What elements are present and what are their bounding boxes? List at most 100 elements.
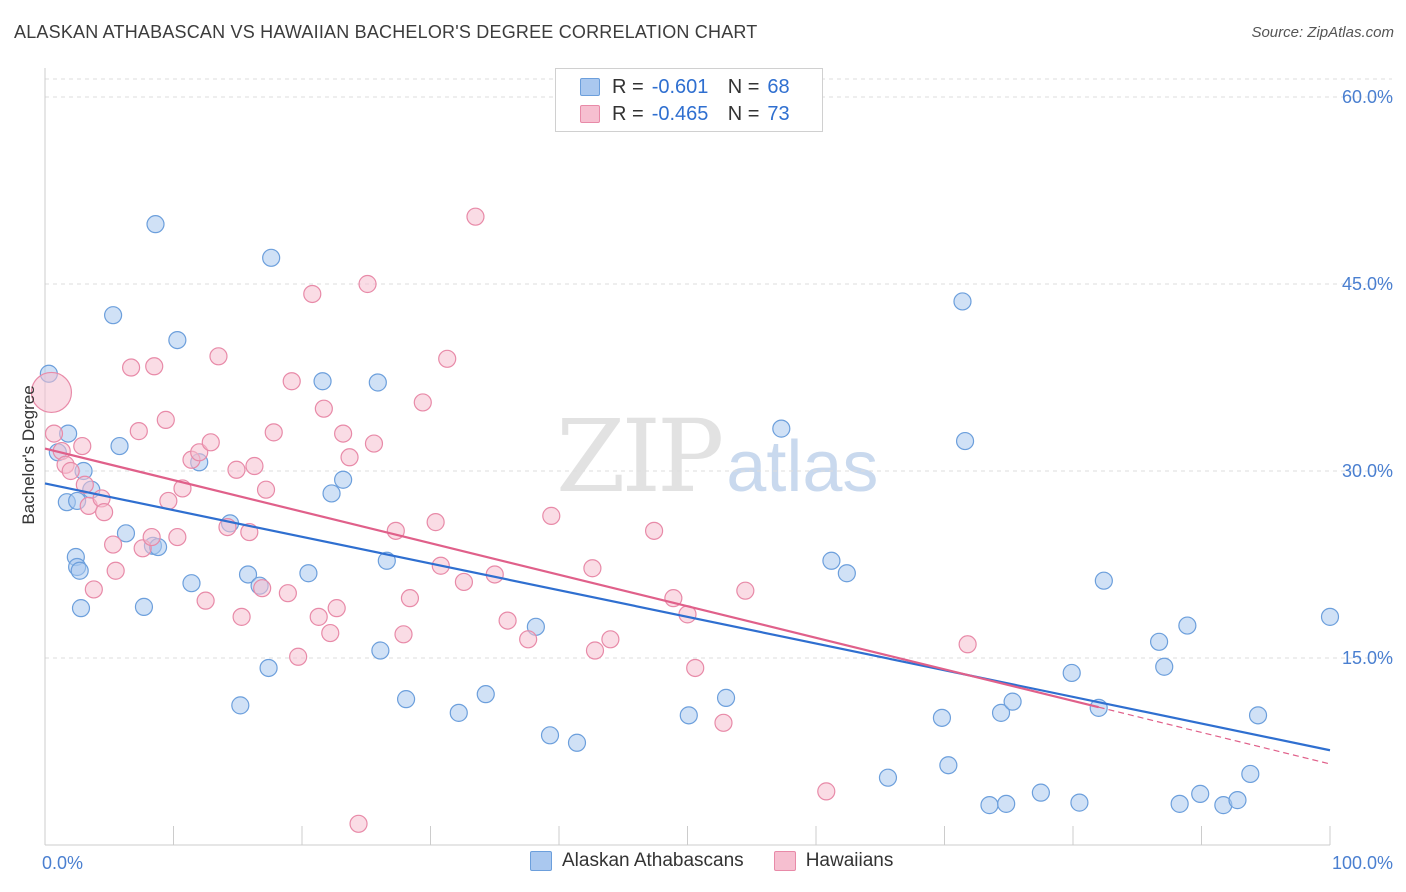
series-legend-alaskan[interactable]: Alaskan Athabascans xyxy=(530,850,744,872)
point-alaskan xyxy=(116,524,136,543)
point-alaskan xyxy=(1248,706,1268,725)
point-alaskan xyxy=(1031,783,1050,802)
series-swatch-hawaiian xyxy=(773,851,796,871)
point-hawaiian xyxy=(583,559,602,578)
series-label-alaskan: Alaskan Athabascans xyxy=(562,850,744,871)
point-alaskan xyxy=(449,703,468,722)
point-alaskan xyxy=(371,641,390,660)
point-alaskan xyxy=(313,372,332,391)
point-alaskan xyxy=(168,331,187,350)
legend-n-label: N = xyxy=(727,75,760,98)
source-credit: Source: ZipAtlas.com xyxy=(1251,24,1394,41)
y-axis-label: Bachelor's Degree xyxy=(19,385,38,524)
legend-r-value: -0.601 xyxy=(651,75,709,98)
point-hawaiian xyxy=(321,623,340,643)
point-hawaiian xyxy=(106,561,125,580)
point-hawaiian xyxy=(232,607,251,626)
point-hawaiian xyxy=(714,713,733,732)
point-hawaiian xyxy=(364,434,384,453)
trend-lines xyxy=(44,447,1331,765)
watermark: ZIPatlas xyxy=(556,398,878,515)
point-hawaiian xyxy=(413,393,432,412)
point-alaskan xyxy=(953,292,972,311)
point-hawaiian xyxy=(817,782,836,801)
point-hawaiian xyxy=(498,611,517,630)
point-hawaiian xyxy=(73,436,92,456)
point-alaskan xyxy=(377,551,396,570)
point-hawaiian xyxy=(289,647,308,666)
point-alaskan xyxy=(955,431,975,451)
point-alaskan xyxy=(396,690,416,709)
legend-r-label: R = xyxy=(612,75,644,98)
point-hawaiian xyxy=(264,423,283,442)
point-hawaiian xyxy=(104,535,123,554)
trendline-alaskan xyxy=(44,482,1331,752)
point-alaskan xyxy=(1062,663,1081,683)
point-hawaiian xyxy=(358,274,377,294)
point-alaskan xyxy=(368,373,387,392)
point-alaskan xyxy=(1003,692,1022,711)
point-hawaiian xyxy=(309,607,328,626)
point-hawaiian xyxy=(253,579,272,598)
point-hawaiian xyxy=(84,580,103,599)
series-legend-hawaiian[interactable]: Hawaiians xyxy=(773,850,894,872)
point-alaskan xyxy=(70,561,89,580)
point-hawaiian xyxy=(245,456,264,476)
point-hawaiian xyxy=(438,349,457,368)
y-tick-label: 45.0% xyxy=(1342,274,1393,294)
trendline-hawaiian xyxy=(44,447,1099,709)
point-hawaiian xyxy=(156,410,175,429)
point-hawaiian xyxy=(394,625,413,644)
point-hawaiian xyxy=(44,424,64,443)
point-alaskan xyxy=(134,597,154,616)
point-alaskan xyxy=(1070,793,1089,812)
point-hawaiian xyxy=(129,422,148,441)
point-alaskan xyxy=(679,706,698,725)
point-hawaiian xyxy=(227,460,246,479)
point-alaskan xyxy=(540,726,560,745)
point-alaskan xyxy=(1094,571,1113,590)
tick-labels: 15.0% 30.0% 45.0% 60.0% 0.0% 100.0% Bachelor's… xyxy=(19,87,1393,873)
series-legend: Alaskan Athabascans Hawaiians xyxy=(530,850,923,872)
point-hawaiian xyxy=(75,475,94,494)
point-hawaiian xyxy=(542,506,561,525)
point-hawaiian xyxy=(314,399,333,418)
point-hawaiian xyxy=(340,448,359,467)
point-hawaiian xyxy=(142,527,161,547)
point-hawaiian xyxy=(61,461,80,481)
axes xyxy=(44,68,1331,846)
legend-r-value: -0.465 xyxy=(651,102,709,125)
point-hawaiian xyxy=(485,565,504,584)
point-alaskan xyxy=(1241,764,1260,784)
series-label-hawaiian: Hawaiians xyxy=(805,850,894,871)
point-alaskan xyxy=(299,564,318,583)
point-hawaiian xyxy=(209,347,228,366)
point-hawaiian xyxy=(519,630,538,649)
point-alaskan xyxy=(980,796,999,815)
point-hawaiian xyxy=(30,371,73,414)
point-alaskan xyxy=(71,599,91,618)
point-alaskan xyxy=(238,565,258,584)
point-alaskan xyxy=(104,306,123,325)
chart-title: ALASKAN ATHABASCAN VS HAWAIIAN BACHELOR'… xyxy=(14,22,758,42)
point-hawaiian xyxy=(145,357,164,376)
point-alaskan xyxy=(146,215,165,234)
point-alaskan xyxy=(1149,632,1169,651)
point-alaskan xyxy=(822,551,841,570)
point-alaskan xyxy=(259,658,278,678)
point-alaskan xyxy=(567,733,587,752)
point-hawaiian xyxy=(196,591,215,610)
point-hawaiian xyxy=(454,572,474,592)
point-alaskan xyxy=(1170,794,1189,813)
point-alaskan xyxy=(837,564,856,583)
point-alaskan xyxy=(182,574,201,593)
point-hawaiian xyxy=(686,658,705,678)
point-hawaiian xyxy=(400,589,420,608)
legend-row-hawaiian: R = -0.465 N = 73 xyxy=(580,101,790,127)
point-alaskan xyxy=(1320,607,1340,626)
point-hawaiian xyxy=(190,443,209,462)
point-hawaiian xyxy=(278,584,297,603)
legend-swatch-hawaiian xyxy=(580,105,600,123)
point-alaskan xyxy=(334,470,353,489)
